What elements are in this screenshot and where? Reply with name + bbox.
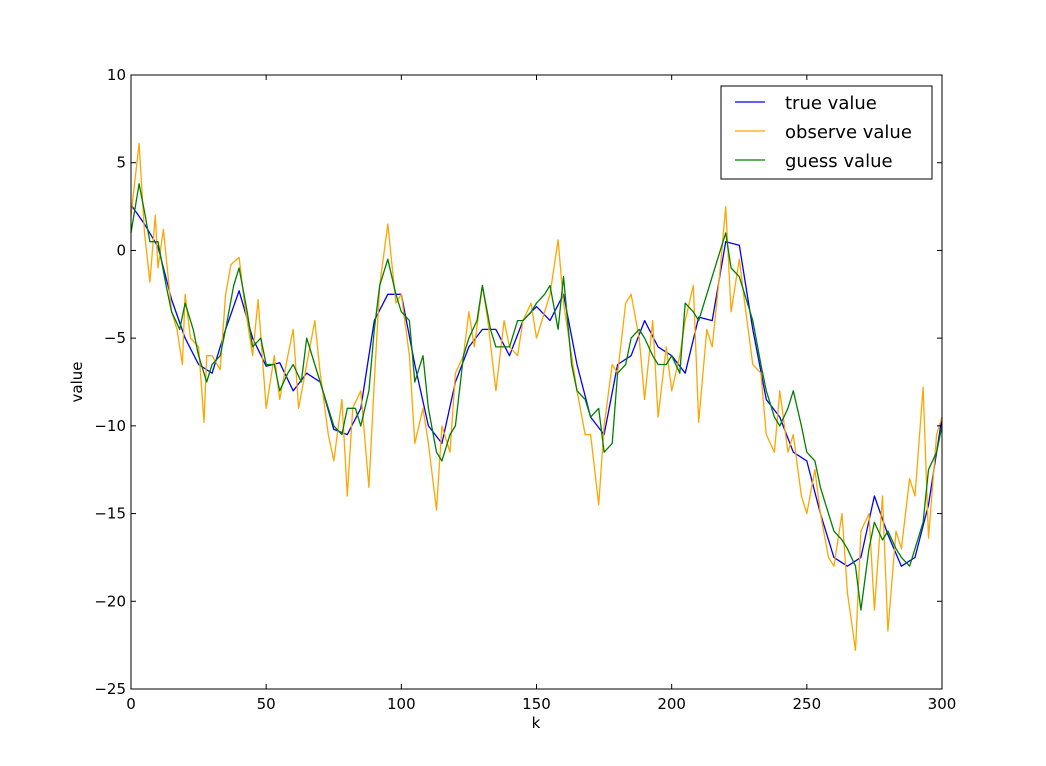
x-axis-label: k [532,714,541,732]
y-tick-label: 10 [107,66,126,84]
x-tick-label: 200 [657,695,686,713]
y-tick-label: 0 [116,241,126,259]
legend-label-guess-value: guess value [785,151,893,172]
y-axis-label: value [68,362,86,403]
legend-label-observe-value: observe value [785,122,912,143]
y-tick-label: −15 [94,505,126,523]
series-line-true-value [130,204,943,567]
x-tick-label: 0 [126,695,136,713]
series-line-observe-value [130,142,943,652]
y-tick-label: 5 [116,154,126,172]
y-tick-label: −25 [94,680,126,698]
x-axis-ticks: 0 50 100 150 200 250 300 [126,75,956,713]
y-tick-label: −20 [94,592,126,610]
x-tick-label: 50 [257,695,276,713]
legend: true value observe value guess value [720,85,933,180]
x-tick-label: 150 [522,695,551,713]
plot-lines [130,142,943,652]
x-tick-label: 250 [793,695,822,713]
x-tick-label: 100 [387,695,416,713]
x-tick-label: 300 [928,695,957,713]
y-axis-ticks: −25 −20 −15 −10 −5 0 5 10 [94,66,942,698]
series-line-guess-value [130,183,943,611]
y-tick-label: −5 [104,329,126,347]
legend-label-true-value: true value [785,93,877,114]
y-tick-label: −10 [94,417,126,435]
